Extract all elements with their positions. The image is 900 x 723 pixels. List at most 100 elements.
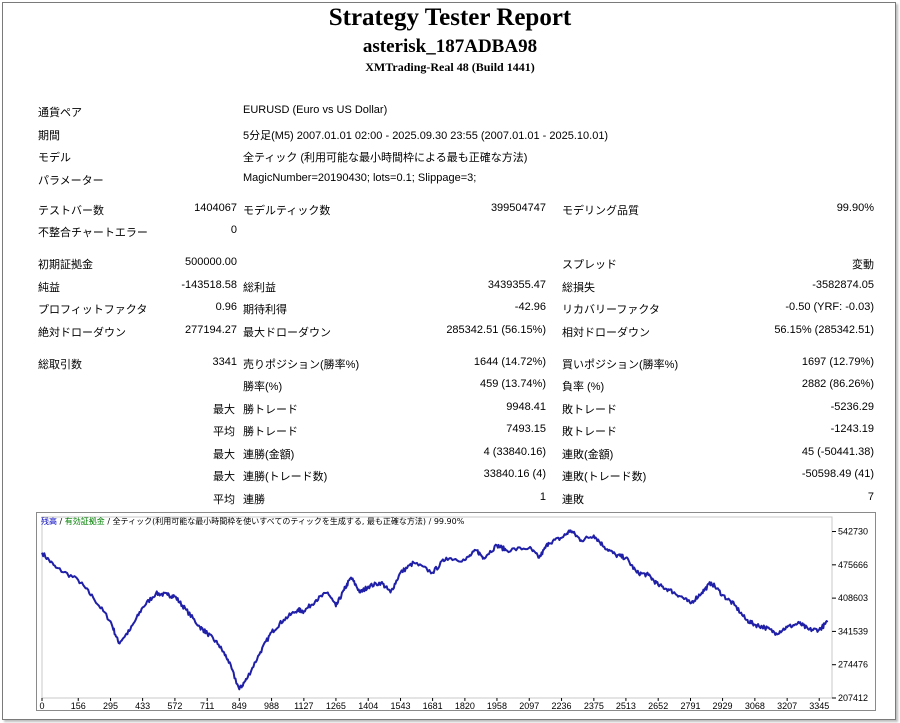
x-tick-label: 295 xyxy=(103,701,118,710)
stat-label: 絶対ドローダウン xyxy=(38,327,126,339)
stat-value: -42.96 xyxy=(514,301,546,313)
stat-value: 7493.15 xyxy=(506,423,546,435)
stats-row-cons-count: 最大 連勝(トレード数) 33840.16 (4) 連敗(トレード数) -505… xyxy=(0,465,900,485)
y-tick-label: 274476 xyxy=(838,660,868,670)
x-tick-label: 3345 xyxy=(809,701,829,710)
x-tick-label: 1543 xyxy=(391,701,411,710)
stat-value: 0.96 xyxy=(215,301,237,313)
stat-label: 勝率(%) xyxy=(243,381,283,393)
legend-margin: 有効証拠金 xyxy=(64,517,105,526)
stat-label: 連敗(トレード数) xyxy=(562,471,647,483)
stat-label: 相対ドローダウン xyxy=(562,327,650,339)
stat-label: 連敗(金額) xyxy=(562,449,614,461)
plot-area xyxy=(41,516,833,699)
x-tick-label: 988 xyxy=(264,701,279,710)
x-tick-label: 2791 xyxy=(680,701,700,710)
stat-key: 最大 xyxy=(213,471,235,483)
stat-label: 連敗 xyxy=(562,494,584,506)
stat-key: 最大 xyxy=(213,449,235,461)
legend-quality: 99.90% xyxy=(433,517,465,526)
x-tick-label: 2097 xyxy=(519,701,539,710)
x-tick-label: 2513 xyxy=(616,701,636,710)
stat-value: 7 xyxy=(867,491,874,503)
stat-label: 勝トレード xyxy=(243,404,298,416)
stat-value: -143518.58 xyxy=(181,279,237,291)
info-value: EURUSD (Euro vs US Dollar) xyxy=(243,104,388,116)
info-row-parameters: パラメーター MagicNumber=20190430; lots=0.1; S… xyxy=(0,169,900,189)
x-tick-label: 3068 xyxy=(745,701,765,710)
stat-value: 1404067 xyxy=(194,202,237,214)
info-label: 通貨ペア xyxy=(38,107,82,119)
stats-row-factor: プロフィットファクタ 0.96 期待利得 -42.96 リカバリーファクタ -0… xyxy=(0,298,900,318)
legend-sep: / xyxy=(57,517,65,526)
stat-label: 勝トレード xyxy=(243,426,298,438)
stat-key: 平均 xyxy=(213,494,235,506)
stat-label: 連勝(金額) xyxy=(243,449,295,461)
stat-value: 9948.41 xyxy=(506,401,546,413)
stat-value: 277194.27 xyxy=(185,324,237,336)
stat-value: 3439355.47 xyxy=(487,279,546,291)
info-value: 5分足(M5) 2007.01.01 02:00 - 2025.09.30 23… xyxy=(243,130,609,142)
stat-value: -1243.19 xyxy=(830,423,874,435)
x-tick-label: 1681 xyxy=(423,701,443,710)
stat-value: 399504747 xyxy=(490,202,546,214)
stats-row-deposit: 初期証拠金 500000.00 スプレッド 変動 xyxy=(0,253,900,273)
stat-label: 初期証拠金 xyxy=(38,259,93,271)
legend-sep: / xyxy=(104,517,113,526)
info-row-symbol: 通貨ペア EURUSD (Euro vs US Dollar) xyxy=(0,101,900,121)
balance-chart: 542730 475666 408603 341539 274476 207412 0 156… xyxy=(36,512,876,711)
x-tick-label: 849 xyxy=(232,701,247,710)
stat-value: -50598.49 (41) xyxy=(801,468,874,480)
stat-value: 2882 (86.26%) xyxy=(801,378,874,390)
x-tick-label: 711 xyxy=(200,701,214,710)
info-label: モデル xyxy=(38,152,71,164)
y-tick-label: 475666 xyxy=(838,560,868,570)
x-tick-label: 1820 xyxy=(455,701,475,710)
stat-label: モデリング品質 xyxy=(562,205,639,217)
y-tick-label: 542730 xyxy=(838,527,868,537)
x-tick-label: 1127 xyxy=(294,701,313,710)
stat-label: プロフィットファクタ xyxy=(38,304,148,316)
stats-row-bars: テストバー数 1404067 モデルティック数 399504747 モデリング品… xyxy=(0,199,900,219)
stat-value: -5236.29 xyxy=(830,401,874,413)
stats-row-avg-cons: 平均 連勝 1 連敗 7 xyxy=(0,488,900,508)
x-tick-label: 3207 xyxy=(777,701,797,710)
stats-row-profit: 純益 -143518.58 総利益 3439355.47 総損失 -358287… xyxy=(0,276,900,296)
stat-label: 敗トレード xyxy=(562,404,617,416)
x-tick-label: 433 xyxy=(135,701,150,710)
balance-chart-svg: 542730 475666 408603 341539 274476 207412 0 156… xyxy=(39,516,868,710)
stat-label: 不整合チャートエラー xyxy=(38,227,148,239)
stat-label: 連勝 xyxy=(243,494,265,506)
x-tick-label: 1265 xyxy=(326,701,346,710)
stat-value: 33840.16 (4) xyxy=(483,468,546,480)
x-tick-label: 156 xyxy=(71,701,86,710)
stats-row-trades: 総取引数 3341 売りポジション(勝率%) 1644 (14.72%) 買いポ… xyxy=(0,353,900,373)
stat-key: 最大 xyxy=(213,404,235,416)
x-tick-label: 0 xyxy=(39,701,44,710)
stats-row-mismatch: 不整合チャートエラー 0 xyxy=(0,221,900,241)
stat-label: 総利益 xyxy=(243,282,276,294)
stat-value: -0.50 (YRF: -0.03) xyxy=(785,301,874,313)
info-value: MagicNumber=20190430; lots=0.1; Slippage… xyxy=(243,172,477,184)
legend-sep: / xyxy=(426,517,434,526)
stat-label: 敗トレード xyxy=(562,426,617,438)
y-tick-label: 408603 xyxy=(838,593,868,603)
stat-value: 1 xyxy=(539,491,546,503)
stats-row-cons-amount: 最大 連勝(金額) 4 (33840.16) 連敗(金額) 45 (-50441… xyxy=(0,443,900,463)
stat-label: スプレッド xyxy=(562,259,617,271)
y-tick-label: 207412 xyxy=(838,693,868,703)
stat-label: 総損失 xyxy=(562,282,595,294)
stats-row-rate: 勝率(%) 459 (13.74%) 負率 (%) 2882 (86.26%) xyxy=(0,375,900,395)
stat-value: 1644 (14.72%) xyxy=(473,356,546,368)
x-tick-label: 2652 xyxy=(648,701,668,710)
stat-label: モデルティック数 xyxy=(243,205,331,217)
info-value: 全ティック (利用可能な最小時間枠による最も正確な方法) xyxy=(243,152,528,164)
stat-value: 1697 (12.79%) xyxy=(801,356,874,368)
stat-key: 平均 xyxy=(213,426,235,438)
legend-balance: 残高 xyxy=(41,517,57,526)
stat-label: 最大ドローダウン xyxy=(243,327,331,339)
x-tick-label: 2236 xyxy=(552,701,572,710)
x-tick-label: 2375 xyxy=(584,701,604,710)
x-tick-label: 1958 xyxy=(487,701,507,710)
stats-row-max-trade: 最大 勝トレード 9948.41 敗トレード -5236.29 xyxy=(0,398,900,418)
